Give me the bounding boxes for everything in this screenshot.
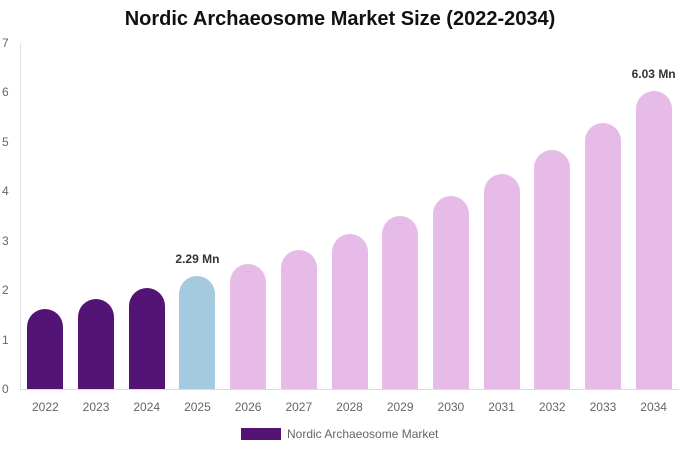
data-label-2034: 6.03 Mn [631, 66, 676, 81]
bar-2022[interactable] [27, 308, 64, 389]
data-label-2025: 2.29 Mn [175, 251, 220, 266]
plot-area [20, 43, 679, 389]
y-tick-label: 6 [2, 85, 9, 100]
x-tick-label: 2026 [234, 400, 262, 414]
x-tick-label: 2028 [336, 400, 363, 414]
x-tick-label: 2024 [133, 400, 161, 414]
legend-swatch [241, 428, 281, 440]
y-tick-label: 4 [2, 184, 9, 199]
y-tick-label: 1 [2, 332, 9, 347]
bar-2032[interactable] [534, 149, 571, 389]
bar-2030[interactable] [432, 195, 469, 389]
x-tick-label: 2034 [640, 400, 667, 414]
y-axis-line [20, 43, 21, 389]
x-tick-label: 2032 [538, 400, 566, 414]
bar-2025[interactable] [179, 275, 216, 389]
bar-2028[interactable] [331, 233, 368, 389]
bar-2026[interactable] [230, 263, 267, 389]
bar-2024[interactable] [128, 288, 165, 389]
x-tick-label: 2033 [589, 400, 617, 414]
bar-2033[interactable] [584, 123, 621, 389]
x-tick-label: 2029 [386, 400, 414, 414]
bar-2023[interactable] [78, 299, 115, 389]
y-tick-label: 0 [2, 382, 9, 396]
x-axis-line [20, 389, 679, 390]
bar-2027[interactable] [280, 250, 317, 389]
bar-2031[interactable] [483, 173, 520, 389]
x-tick-label: 2027 [285, 400, 313, 414]
x-tick-label: 2031 [488, 400, 515, 414]
chart-title: Nordic Archaeosome Market Size (2022-203… [124, 8, 556, 30]
x-tick-label: 2022 [31, 400, 59, 414]
y-tick-label: 2 [2, 283, 9, 298]
x-tick-label: 2025 [184, 400, 211, 414]
y-tick-label: 3 [2, 233, 9, 248]
bar-2034[interactable] [635, 90, 672, 389]
x-tick-label: 2023 [82, 400, 110, 414]
legend-label: Nordic Archaeosome Market [287, 427, 439, 441]
y-tick-label: 7 [2, 36, 9, 50]
x-tick-label: 2030 [437, 400, 465, 414]
bar-2029[interactable] [382, 216, 419, 389]
y-tick-label: 5 [2, 134, 9, 149]
legend[interactable]: Nordic Archaeosome Market [241, 427, 438, 441]
